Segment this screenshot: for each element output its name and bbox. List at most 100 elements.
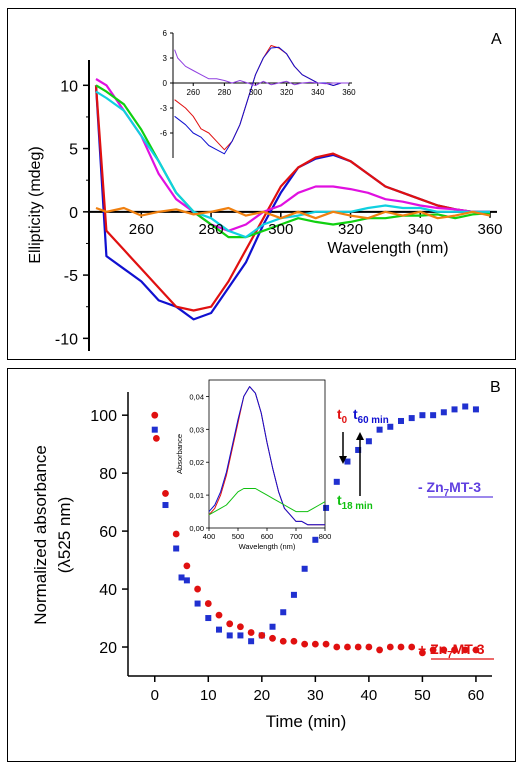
panel-b-square-point bbox=[290, 591, 297, 598]
panel-b-inset-series-0 bbox=[208, 386, 325, 526]
panel-b-letter: B bbox=[490, 379, 501, 396]
panel-b-square-point bbox=[173, 545, 180, 552]
panel-b-inset-y-tick-label: 0,04 bbox=[189, 392, 204, 401]
panel-b-circle-point bbox=[333, 643, 341, 651]
panel-b-circle-point bbox=[354, 643, 362, 651]
panel-b-square-point bbox=[205, 615, 212, 622]
panel-b-circle-point bbox=[472, 646, 480, 654]
panel-b-inset-series-1 bbox=[208, 386, 325, 526]
panel-a-x-tick-label: 260 bbox=[129, 221, 154, 238]
panel-a-inset-x-tick-label: 260 bbox=[187, 88, 201, 97]
panel-b-inset-up-arrowhead bbox=[356, 432, 364, 440]
panel-b-inset-y-tick-label: 0,00 bbox=[189, 524, 204, 533]
panel-b-x-tick-label: 40 bbox=[361, 687, 378, 704]
panel-b-circle-point bbox=[419, 649, 426, 657]
panel-a-inset-x-tick-label: 280 bbox=[218, 88, 232, 97]
panel-b-series-label-plus: + Zn7MT-3 bbox=[418, 641, 485, 661]
panel-b-inset-frame bbox=[208, 379, 326, 529]
panel-b-circle-point bbox=[376, 646, 383, 654]
panel-b-circle-point bbox=[183, 562, 191, 570]
panel-b-inset-y-axis-label: Absorbance bbox=[175, 434, 184, 474]
panel-b-square-point bbox=[472, 406, 479, 413]
panel-b-x-tick-label: 20 bbox=[253, 687, 270, 704]
panel-a-inset-y-tick-label: 6 bbox=[163, 29, 168, 38]
panel-b-y-tick-label: 40 bbox=[99, 582, 117, 599]
panel-a-y-axis-label: Ellipticity (mdeg) bbox=[27, 146, 44, 263]
panel-b-circle-point bbox=[172, 530, 180, 538]
panel-b-inset-x-tick-label: 400 bbox=[203, 532, 216, 541]
panel-a-letter: A bbox=[491, 31, 502, 48]
panel-a-inset-x-tick-label: 340 bbox=[311, 88, 325, 97]
panel-a-y-tick-label: 5 bbox=[69, 142, 78, 159]
panel-b-circle-point bbox=[461, 646, 469, 654]
panel-b-inset-t18-label: t18 min bbox=[337, 492, 373, 512]
panel-b-inset-x-tick-label: 700 bbox=[290, 532, 303, 541]
panel-a-inset-y-tick-label: -3 bbox=[160, 104, 168, 113]
panel-b-square-point bbox=[312, 536, 319, 543]
panel-b-square-point bbox=[194, 600, 201, 607]
panel-b-square-point bbox=[365, 438, 372, 445]
panel-b-y-axis-label: Normalized absorbance bbox=[31, 445, 50, 625]
panel-b-square-point bbox=[430, 412, 437, 419]
panel-b-square-point bbox=[451, 406, 458, 413]
panel-b-square-point bbox=[301, 565, 308, 572]
panel-a-y-tick-label: 0 bbox=[69, 205, 78, 222]
panel-a-inset-series-2 bbox=[174, 49, 349, 86]
panel-b-square-point bbox=[269, 623, 276, 630]
panel-b-inset-x-tick-label: 800 bbox=[319, 532, 332, 541]
panel-b-square-point bbox=[355, 446, 362, 453]
panel-b-square-point bbox=[216, 626, 222, 633]
panel-b-circle-point bbox=[365, 643, 373, 651]
panel-b-inset-y-tick-label: 0,01 bbox=[189, 491, 204, 500]
panel-a-x-tick-label: 300 bbox=[268, 221, 293, 238]
panel-b-circle-point bbox=[226, 620, 234, 628]
panel-b-x-axis-label: Time (min) bbox=[266, 712, 347, 731]
panel-b-square-point bbox=[344, 458, 351, 465]
panel-a-inset-x-tick-label: 360 bbox=[342, 88, 356, 97]
panel-b-circle-point bbox=[311, 640, 319, 648]
panel-a-y-tick-label: -5 bbox=[64, 268, 78, 285]
panel-b-inset-t0-label: t0 bbox=[337, 406, 348, 426]
panel-b-circle-point bbox=[397, 643, 405, 651]
panel-b-circle-point bbox=[451, 646, 458, 654]
panel-a-x-tick-label: 340 bbox=[408, 221, 433, 238]
panel-b-square-point bbox=[323, 504, 330, 511]
panel-a-inset-y-tick-label: -6 bbox=[160, 129, 168, 138]
panel-a-series-5 bbox=[95, 206, 491, 220]
panel-a-series-4 bbox=[95, 90, 490, 239]
panel-b-circle-point bbox=[429, 646, 437, 654]
panel-b-x-tick-label: 0 bbox=[151, 687, 159, 704]
panel-b-circle-point bbox=[204, 600, 212, 607]
panel-b-square-point bbox=[178, 574, 185, 581]
panel-b-square-point bbox=[419, 412, 426, 419]
panel-b-y-tick-label: 20 bbox=[99, 640, 117, 657]
panel-b-y-axis-label-2: (λ525 nm) bbox=[55, 497, 74, 574]
panel-b-square-point bbox=[462, 403, 469, 410]
panel-b-inset-t60-label: t60 min bbox=[353, 406, 389, 426]
panel-a-x-tick-label: 280 bbox=[199, 221, 224, 238]
panel-b-y-tick-label: 80 bbox=[99, 466, 117, 483]
panel-b-circle-point bbox=[386, 643, 394, 651]
panel-b-inset-y-tick-label: 0,03 bbox=[189, 425, 204, 434]
panel-b-square-point bbox=[408, 415, 415, 422]
panel-a-inset-x-tick-label: 300 bbox=[249, 88, 263, 97]
panel-a-y-tick-label: -10 bbox=[55, 331, 78, 348]
panel-b-circle-point bbox=[151, 411, 159, 419]
panel-b-inset-x-tick-label: 600 bbox=[261, 532, 274, 541]
panel-b-circle-point bbox=[344, 643, 351, 651]
panel-a-inset-series-1 bbox=[174, 46, 349, 155]
panel-a-series-1 bbox=[94, 85, 490, 312]
panel-b-circle-point bbox=[290, 637, 298, 645]
panel-b-x-tick-label: 10 bbox=[200, 687, 217, 704]
panel-b-y-tick-label: 100 bbox=[90, 408, 117, 425]
panel-b-inset-series-2 bbox=[208, 488, 326, 516]
panel-b-circle-point bbox=[194, 585, 201, 593]
panel-b-inset-x-axis-label: Wavelength (nm) bbox=[239, 542, 296, 551]
panel-b-square-point bbox=[280, 609, 287, 616]
panel-b-square-point bbox=[440, 409, 447, 416]
panel-b-square-point bbox=[333, 478, 340, 485]
panel-a-inset-x-tick-label: 320 bbox=[280, 88, 294, 97]
panel-b-x-tick-label: 30 bbox=[307, 687, 324, 704]
panel-b-square-point bbox=[387, 423, 394, 430]
